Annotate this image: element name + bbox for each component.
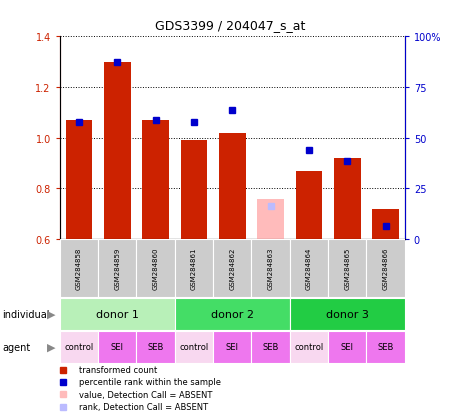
Text: donor 2: donor 2: [210, 309, 253, 319]
Text: control: control: [294, 342, 323, 351]
Bar: [289, 298, 404, 330]
Bar: [251, 240, 289, 297]
Bar: [174, 331, 213, 363]
Text: GDS3399 / 204047_s_at: GDS3399 / 204047_s_at: [155, 19, 304, 31]
Text: GSM284860: GSM284860: [152, 247, 158, 290]
Text: GSM284865: GSM284865: [343, 247, 350, 290]
Text: SEI: SEI: [225, 342, 238, 351]
Text: transformed count: transformed count: [78, 365, 157, 374]
Text: rank, Detection Call = ABSENT: rank, Detection Call = ABSENT: [78, 402, 207, 411]
Text: donor 3: donor 3: [325, 309, 368, 319]
Bar: [60, 240, 98, 297]
Bar: [371, 209, 398, 240]
Bar: [327, 240, 366, 297]
Bar: [213, 240, 251, 297]
Text: GSM284862: GSM284862: [229, 247, 235, 290]
Text: control: control: [64, 342, 93, 351]
Text: GSM284859: GSM284859: [114, 247, 120, 290]
Bar: [289, 331, 327, 363]
Bar: [60, 298, 174, 330]
Bar: [366, 240, 404, 297]
Text: GSM284861: GSM284861: [190, 247, 196, 290]
Bar: [104, 62, 130, 240]
Text: individual: individual: [2, 309, 50, 319]
Bar: [213, 331, 251, 363]
Bar: [295, 171, 322, 240]
Text: GSM284863: GSM284863: [267, 247, 273, 290]
Bar: [174, 240, 213, 297]
Bar: [333, 159, 360, 240]
Bar: [366, 331, 404, 363]
Text: GSM284864: GSM284864: [305, 247, 311, 290]
Bar: [218, 133, 245, 240]
Bar: [60, 331, 98, 363]
Text: SEB: SEB: [262, 342, 278, 351]
Text: value, Detection Call = ABSENT: value, Detection Call = ABSENT: [78, 390, 212, 399]
Bar: [289, 240, 327, 297]
Text: GSM284858: GSM284858: [76, 247, 82, 290]
Text: SEI: SEI: [111, 342, 123, 351]
Text: ▶: ▶: [47, 309, 55, 319]
Bar: [136, 240, 174, 297]
Text: SEI: SEI: [340, 342, 353, 351]
Bar: [257, 199, 284, 240]
Text: GSM284866: GSM284866: [382, 247, 388, 290]
Bar: [251, 331, 289, 363]
Bar: [180, 141, 207, 240]
Text: SEB: SEB: [377, 342, 393, 351]
Bar: [98, 240, 136, 297]
Bar: [136, 331, 174, 363]
Text: ▶: ▶: [47, 342, 55, 352]
Bar: [98, 331, 136, 363]
Text: donor 1: donor 1: [95, 309, 139, 319]
Bar: [142, 121, 169, 240]
Text: percentile rank within the sample: percentile rank within the sample: [78, 377, 220, 387]
Text: agent: agent: [2, 342, 30, 352]
Bar: [327, 331, 366, 363]
Text: control: control: [179, 342, 208, 351]
Bar: [66, 121, 92, 240]
Text: SEB: SEB: [147, 342, 163, 351]
Bar: [174, 298, 289, 330]
